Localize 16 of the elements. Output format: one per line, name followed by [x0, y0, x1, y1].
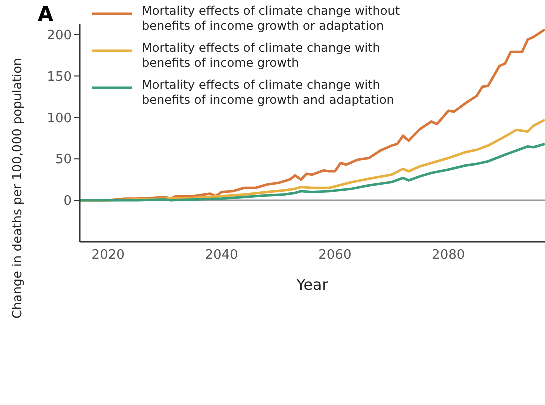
legend-label: Mortality effects of climate change with benefits of income growth and adaptation	[142, 78, 396, 108]
y-tick-label: 200	[47, 28, 72, 44]
legend-label: Mortality effects of climate change without benefits of income growth or adaptation	[142, 4, 402, 34]
y-tick-label: 0	[64, 194, 72, 210]
legend-label: Mortality effects of climate change with benefits of income growth	[142, 41, 382, 71]
x-tick-label: 2040	[205, 248, 238, 264]
y-axis-title: Change in deaths per 100,000 population	[9, 58, 24, 319]
y-tick-label: 50	[55, 152, 72, 168]
y-tick-label: 150	[47, 70, 72, 85]
x-tick-label: 2020	[92, 248, 125, 264]
line-series	[80, 142, 545, 202]
x-tick-label: 2080	[432, 248, 466, 264]
chart-title: A	[38, 2, 54, 26]
y-tick-label: 100	[47, 111, 72, 126]
x-axis-title: Year	[296, 276, 330, 294]
x-tick-label: 2060	[318, 248, 352, 264]
